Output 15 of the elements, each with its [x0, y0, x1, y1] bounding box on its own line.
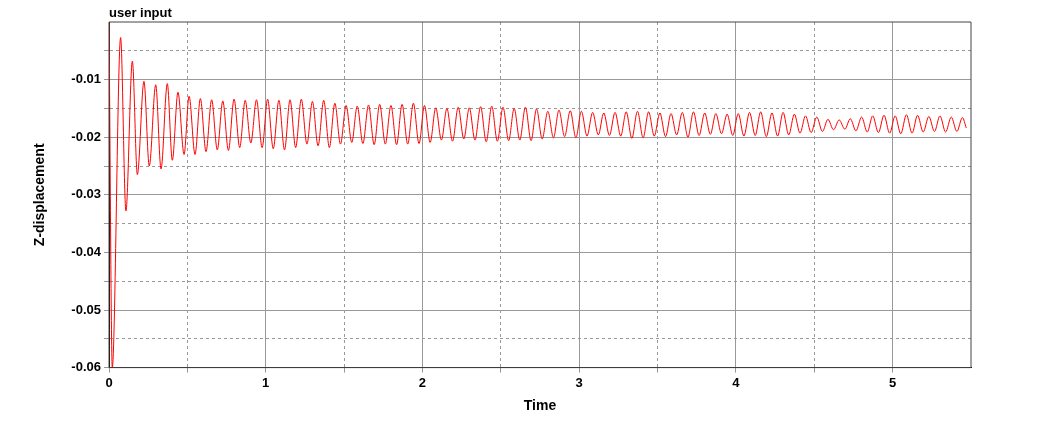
y-tick-label: -0.06	[71, 359, 101, 375]
y-tick-label: -0.03	[71, 186, 101, 202]
y-tick-label: -0.01	[71, 71, 101, 87]
chart-title: user input	[109, 5, 173, 21]
x-tick-label: 1	[262, 374, 270, 390]
x-axis-title: Time	[523, 397, 557, 414]
y-axis-title: Z-displacement	[31, 143, 48, 247]
y-tick-label: -0.04	[71, 243, 102, 259]
x-tick-label: 4	[732, 374, 741, 390]
x-tick-label: 5	[889, 374, 897, 390]
x-tick-label: 3	[575, 374, 583, 390]
x-tick-label: 2	[418, 374, 427, 390]
y-tick-label: -0.05	[71, 301, 101, 317]
x-tick-label: 0	[105, 374, 113, 390]
y-tick-label: -0.02	[71, 128, 101, 144]
